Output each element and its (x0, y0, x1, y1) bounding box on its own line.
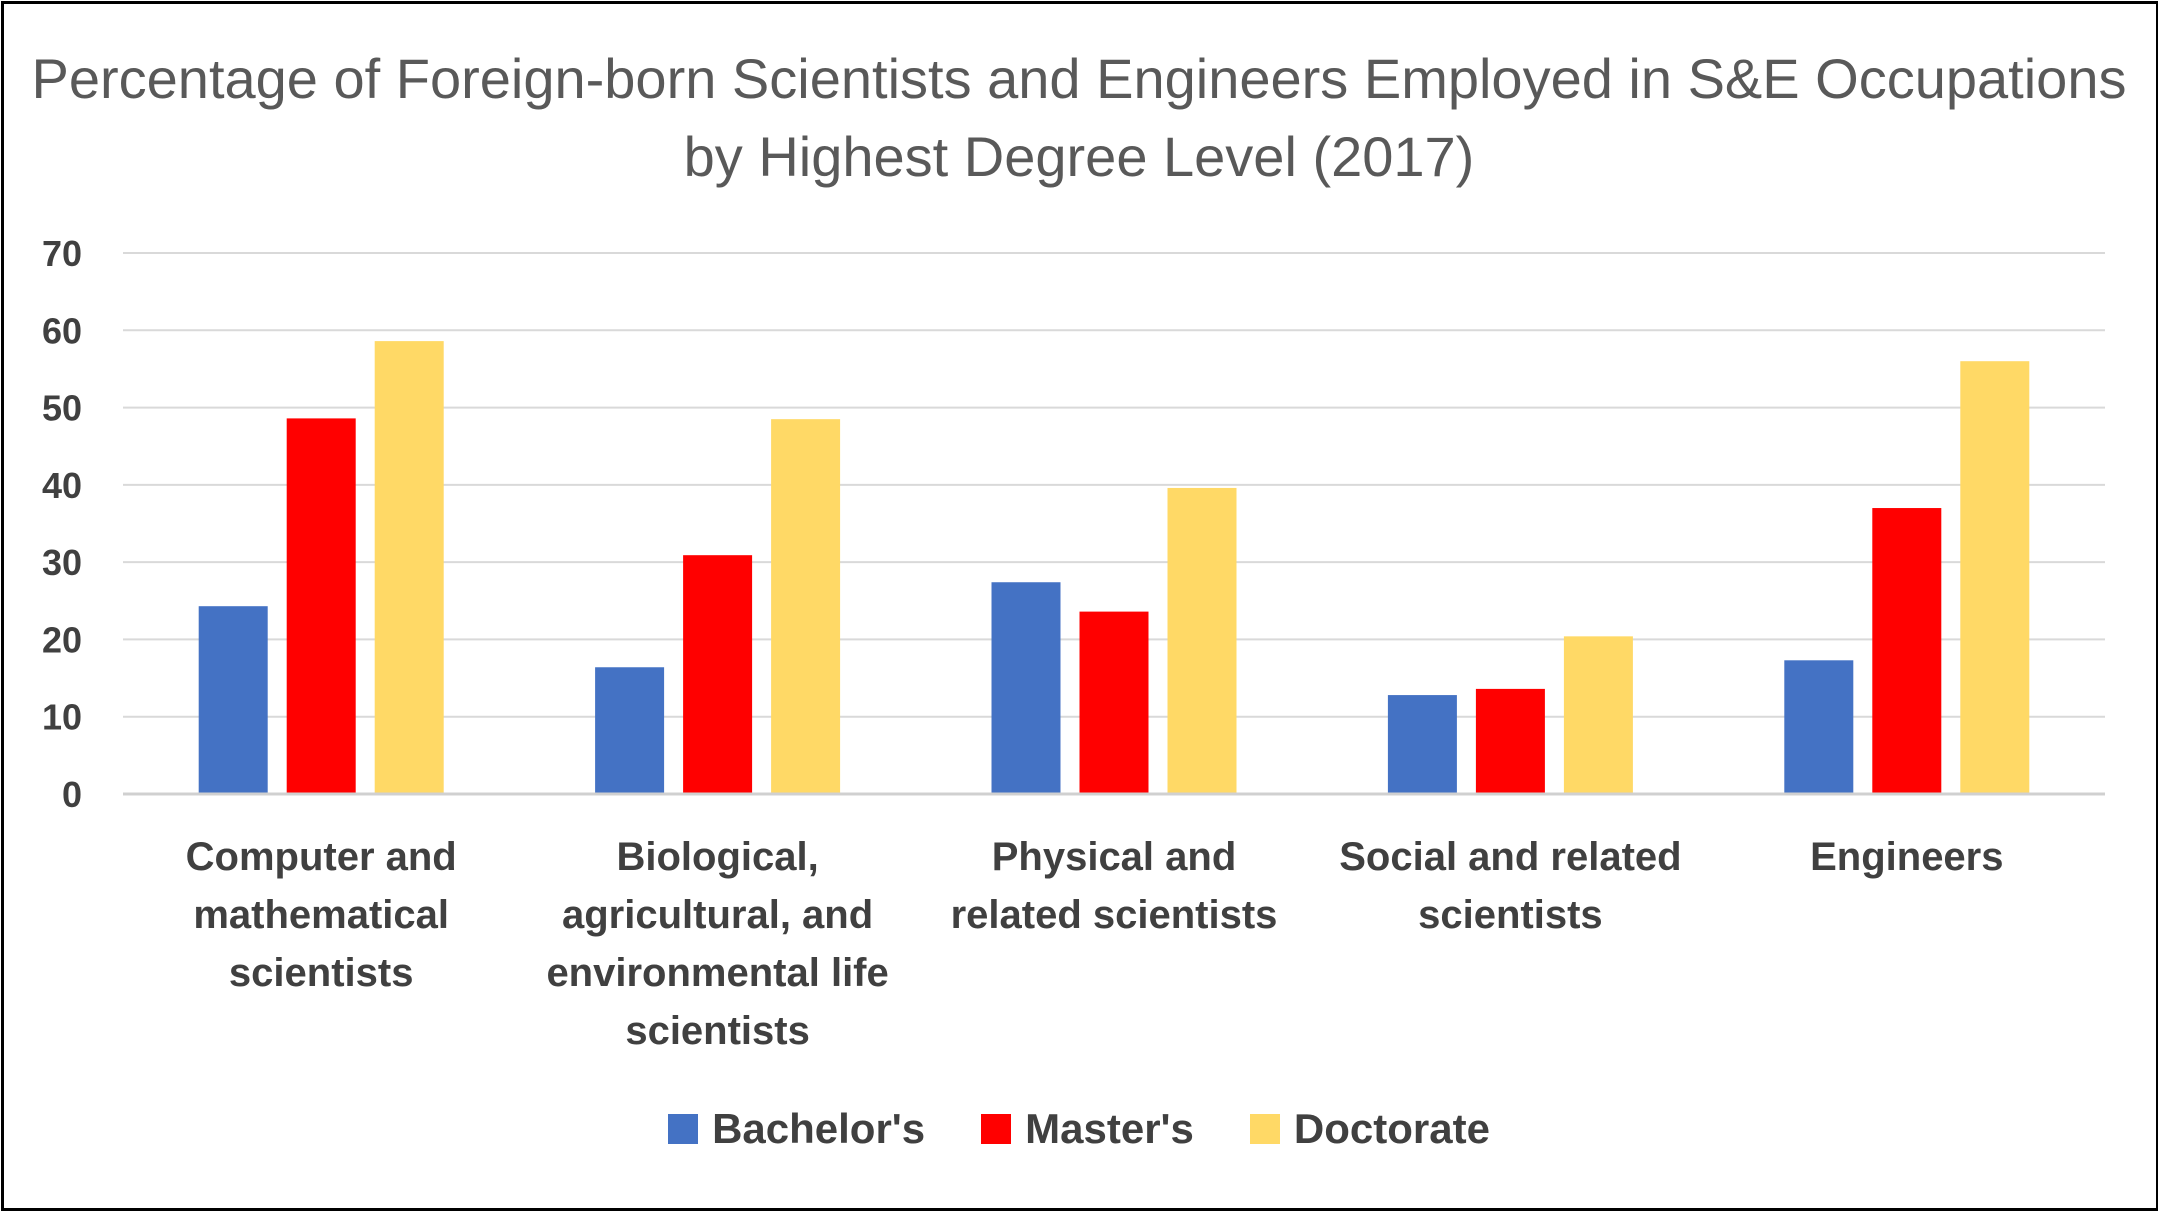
y-tick-label-40: 40 (42, 465, 82, 506)
bar-3-series-2 (1079, 611, 1149, 794)
bar-5-series-1 (1784, 660, 1854, 794)
y-tick-label-50: 50 (42, 388, 82, 429)
bar-5-series-2 (1872, 508, 1942, 794)
y-tick-label-60: 60 (42, 310, 82, 351)
y-tick-label-20: 20 (42, 619, 82, 660)
bar-2-series-2 (683, 555, 753, 794)
bars (198, 341, 2030, 794)
bar-4-series-2 (1475, 688, 1545, 794)
chart-title: Percentage of Foreign-born Scientists an… (31, 47, 2127, 188)
y-axis-ticks: 0 10 20 30 40 50 60 70 (42, 233, 82, 815)
legend-swatch-masters (981, 1114, 1012, 1144)
bar-1-series-2 (286, 418, 356, 794)
bar-2-series-1 (595, 667, 665, 794)
bar-3-series-3 (1167, 487, 1237, 794)
bar-3-series-1 (991, 582, 1061, 794)
legend-label-bachelors: Bachelor's (712, 1105, 926, 1152)
y-tick-label-10: 10 (42, 697, 82, 738)
legend-swatch-bachelors (668, 1114, 699, 1144)
category-label-social: Social and related scientists (1339, 835, 1682, 937)
legend: Bachelor's Master's Doctorate (0, 1105, 2158, 1153)
legend-item-bachelors: Bachelor's (668, 1105, 925, 1153)
bar-2-series-3 (771, 419, 841, 794)
bar-1-series-3 (374, 341, 444, 794)
bar-4-series-1 (1387, 695, 1457, 794)
legend-label-doctorate: Doctorate (1293, 1105, 1490, 1152)
category-label-computer: Computer and mathematical scientists (185, 835, 457, 995)
gridlines (123, 252, 2105, 718)
category-label-engineers: Engineers (1810, 835, 2004, 879)
category-label-physical: Physical and related scientists (950, 835, 1278, 937)
legend-item-masters: Master's (981, 1105, 1194, 1153)
y-tick-label-0: 0 (62, 774, 82, 815)
legend-label-masters: Master's (1025, 1105, 1194, 1152)
bar-1-series-1 (198, 606, 268, 794)
bar-4-series-3 (1563, 636, 1633, 794)
bar-5-series-3 (1960, 361, 2030, 794)
legend-item-doctorate: Doctorate (1249, 1105, 1490, 1153)
category-label-biological: Biological, agricultural, and environmen… (546, 835, 889, 1053)
legend-swatch-doctorate (1249, 1114, 1280, 1144)
y-tick-label-30: 30 (42, 542, 82, 583)
y-tick-label-70: 70 (42, 233, 82, 274)
